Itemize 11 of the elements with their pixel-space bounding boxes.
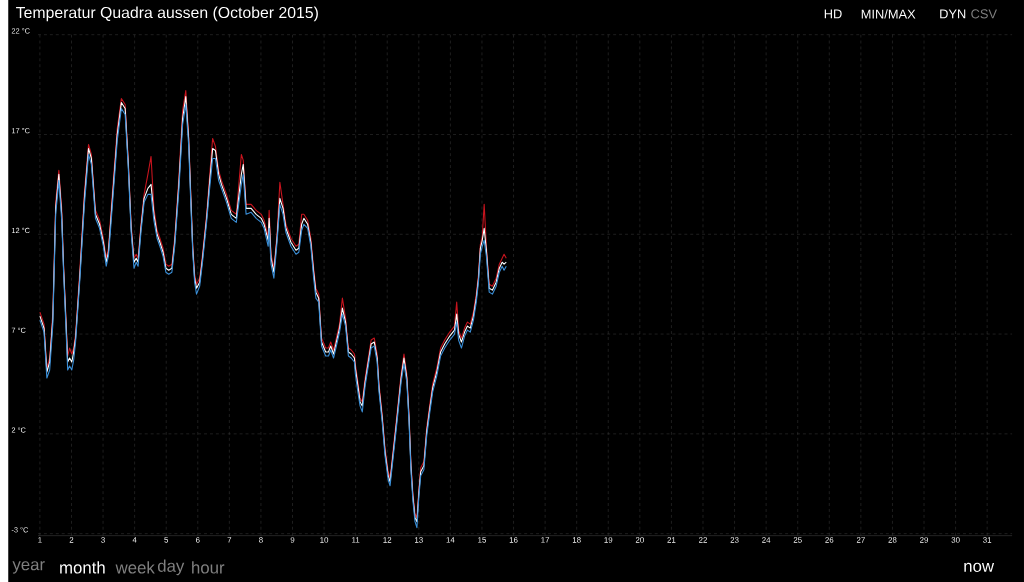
text: CSV — [971, 9, 997, 19]
text: year — [12, 561, 45, 574]
text: DYN — [940, 9, 966, 19]
text: MIN/MAX — [861, 9, 916, 19]
text: now — [964, 562, 995, 572]
text: HD — [824, 9, 842, 19]
chart-title: Temperatur Quadra aussen (October 2015) — [16, 6, 318, 22]
text: month — [60, 561, 105, 574]
text: week — [115, 561, 155, 574]
text: hour — [192, 561, 225, 574]
text: day — [157, 559, 185, 576]
